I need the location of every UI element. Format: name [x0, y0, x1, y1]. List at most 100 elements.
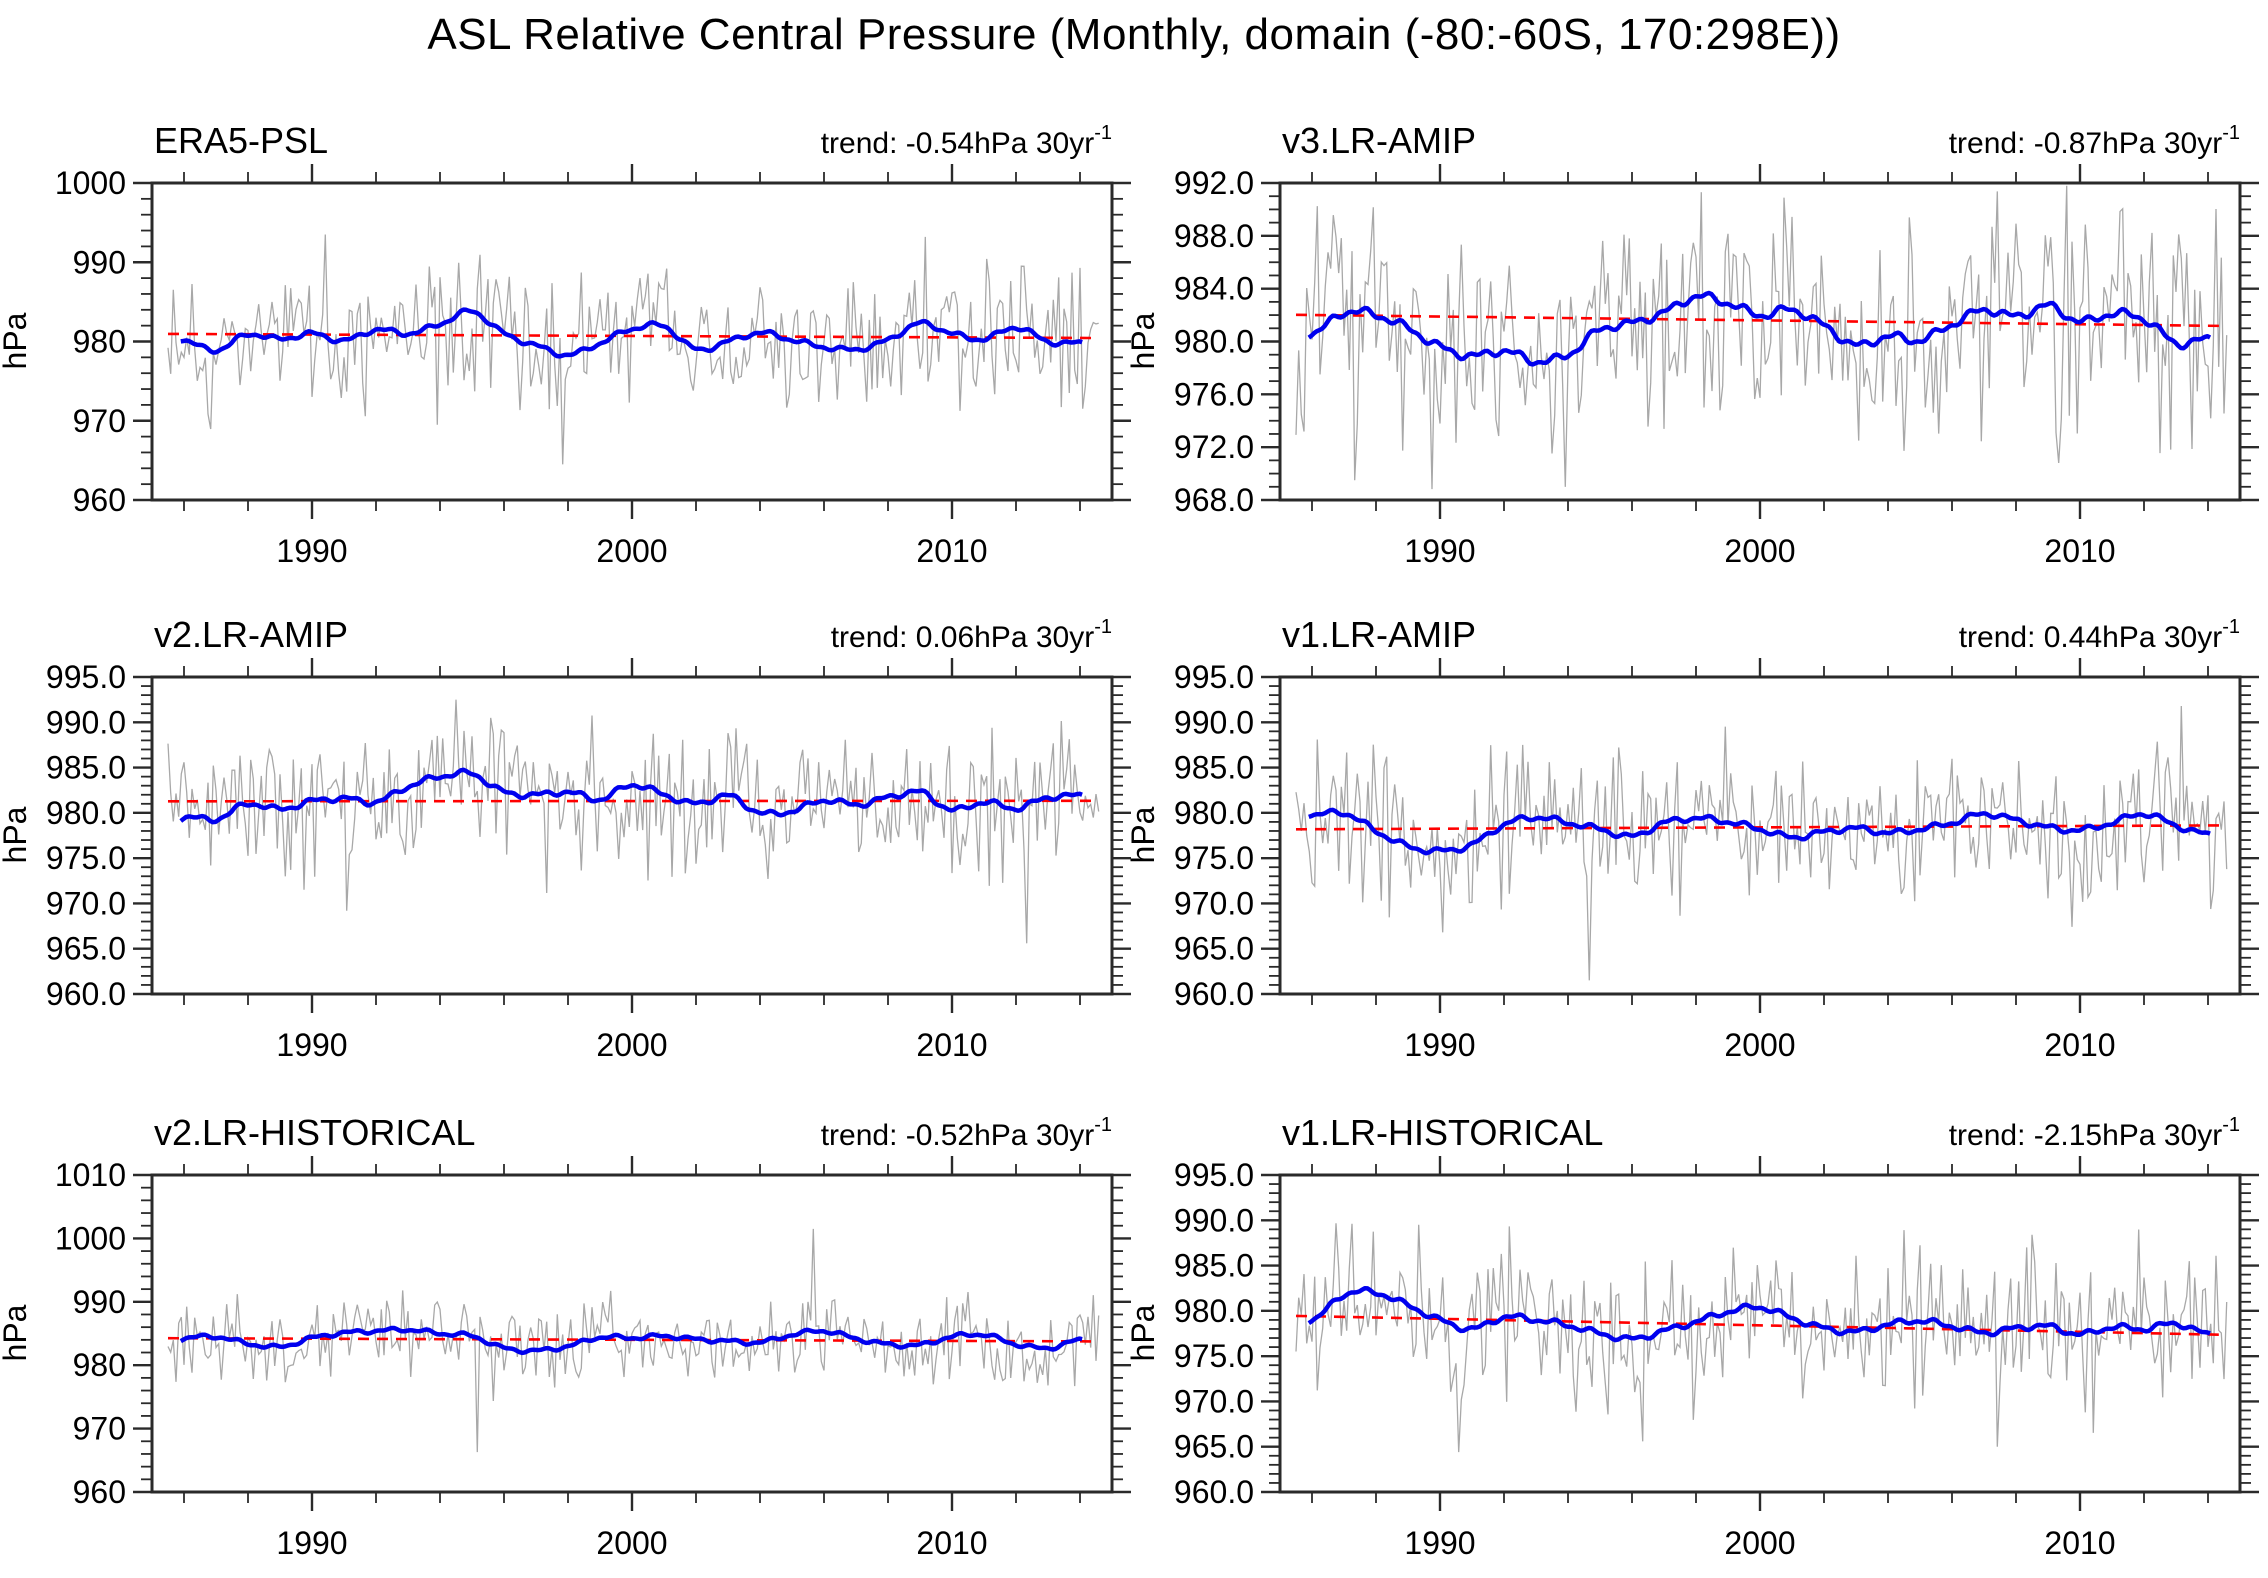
axes-and-series: 1990 2000 2010 960 970 980 990 1000 1010 — [55, 1156, 1131, 1561]
panel-v1-lr-amip-chart: 1990 2000 2010 960.0 965.0 970.0 975.0 980.0 985… — [1128, 614, 2259, 1063]
panel-v1-lr-historical: 1990 2000 2010 960.0 965.0 970.0 975.0 980.0 985… — [1128, 1095, 2268, 1578]
trend-annotation: trend: 0.06hPa 30yr-1 — [831, 616, 1112, 654]
trend-annotation: trend: 0.44hPa 30yr-1 — [1959, 616, 2240, 654]
axes-and-series: 1990 2000 2010 960 970 980 990 1000 — [55, 164, 1131, 569]
panel-v2-lr-historical-chart: 1990 2000 2010 960 970 980 990 1000 1010 v2.LR-H… — [0, 1112, 1131, 1561]
y-tick-label: 965.0 — [46, 931, 126, 967]
panel-title: v1.LR-AMIP — [1282, 614, 1476, 655]
monthly-series-line — [1295, 705, 2228, 981]
y-tick-label: 965.0 — [1174, 931, 1254, 967]
y-tick-label: 990.0 — [1174, 704, 1254, 740]
panel-v1-lr-historical-chart: 1990 2000 2010 960.0 965.0 970.0 975.0 980.0 985… — [1128, 1112, 2259, 1561]
monthly-series-line — [167, 699, 1100, 944]
y-axis-label: hPa — [1128, 1304, 1161, 1361]
y-tick-label: 985.0 — [46, 750, 126, 786]
panel-v3-lr-amip: 1990 2000 2010 968.0 972.0 976.0 980.0 984.0 988… — [1128, 103, 2268, 586]
x-tick-label: 2010 — [2044, 1027, 2115, 1063]
x-tick-label: 1990 — [276, 1525, 347, 1561]
panel-v1-lr-amip: 1990 2000 2010 960.0 965.0 970.0 975.0 980.0 985… — [1128, 597, 2268, 1080]
x-tick-label: 2000 — [596, 1525, 667, 1561]
trend-exponent: -1 — [1094, 1114, 1112, 1136]
smoothed-series-line — [180, 307, 1083, 359]
y-tick-label: 968.0 — [1174, 482, 1254, 518]
y-tick-label: 980 — [73, 1347, 126, 1383]
x-tick-label: 2010 — [916, 1525, 987, 1561]
y-tick-label: 988.0 — [1174, 218, 1254, 254]
panel-v2-lr-historical: 1990 2000 2010 960 970 980 990 1000 1010 v2.LR-H… — [0, 1095, 1140, 1578]
y-tick-label: 980.0 — [1174, 324, 1254, 360]
x-tick-label: 1990 — [1404, 1027, 1475, 1063]
trend-exponent: -1 — [2222, 1114, 2240, 1136]
x-tick-label: 1990 — [1404, 1525, 1475, 1561]
smoothed-series-line — [1308, 807, 2211, 856]
y-tick-label: 980.0 — [1174, 795, 1254, 831]
y-tick-label: 980 — [73, 324, 126, 360]
y-tick-label: 970.0 — [46, 885, 126, 921]
y-tick-label: 990.0 — [1174, 1202, 1254, 1238]
y-tick-label: 980.0 — [1174, 1293, 1254, 1329]
monthly-series-line — [167, 234, 1099, 465]
y-tick-label: 1000 — [55, 1220, 126, 1256]
y-tick-label: 970.0 — [1174, 885, 1254, 921]
x-tick-label: 1990 — [276, 1027, 347, 1063]
y-axis-label: hPa — [0, 312, 33, 369]
y-tick-label: 995.0 — [46, 659, 126, 695]
y-axis-label: hPa — [0, 806, 33, 863]
trend-exponent: -1 — [2222, 122, 2240, 144]
monthly-series-line — [1295, 1223, 2228, 1453]
y-tick-label: 1000 — [55, 165, 126, 201]
y-tick-label: 960.0 — [1174, 1474, 1254, 1510]
y-tick-label: 965.0 — [1174, 1429, 1254, 1465]
trend-text: trend: 0.06hPa 30yr — [831, 621, 1095, 654]
y-tick-label: 985.0 — [1174, 1248, 1254, 1284]
y-tick-label: 960 — [73, 482, 126, 518]
y-tick-label: 960 — [73, 1474, 126, 1510]
trend-text: trend: -0.87hPa 30yr — [1949, 127, 2223, 160]
y-tick-label: 960.0 — [46, 976, 126, 1012]
y-tick-label: 975.0 — [1174, 1338, 1254, 1374]
panel-era5-psl: 1990 2000 2010 960 970 980 990 1000 ERA5-PSL tr… — [0, 103, 1140, 586]
x-tick-label: 1990 — [1404, 533, 1475, 569]
trend-exponent: -1 — [1094, 122, 1112, 144]
x-tick-label: 2000 — [596, 1027, 667, 1063]
trend-annotation: trend: -0.52hPa 30yr-1 — [821, 1114, 1112, 1152]
y-tick-label: 975.0 — [1174, 840, 1254, 876]
axes-and-series: 1990 2000 2010 960.0 965.0 970.0 975.0 980.0 985… — [46, 658, 1131, 1063]
y-tick-label: 990.0 — [46, 704, 126, 740]
smoothed-series-line — [1307, 1286, 2211, 1343]
trend-annotation: trend: -2.15hPa 30yr-1 — [1949, 1114, 2240, 1152]
plot-frame — [150, 675, 1114, 996]
trend-text: trend: -0.54hPa 30yr — [821, 127, 1095, 160]
x-tick-label: 1990 — [276, 533, 347, 569]
axes-and-series: 1990 2000 2010 960.0 965.0 970.0 975.0 980.0 985… — [1174, 658, 2259, 1063]
trend-text: trend: 0.44hPa 30yr — [1959, 621, 2223, 654]
y-tick-label: 990 — [73, 1284, 126, 1320]
panel-title: v2.LR-AMIP — [154, 614, 348, 655]
trendline — [1295, 313, 2221, 328]
smoothed-series-line — [179, 767, 1083, 825]
y-tick-label: 975.0 — [46, 840, 126, 876]
x-tick-label: 2010 — [916, 533, 987, 569]
panel-title: ERA5-PSL — [154, 120, 328, 161]
y-tick-label: 995.0 — [1174, 1157, 1254, 1193]
smoothed-series-line — [179, 1325, 1083, 1356]
axes-and-series: 1990 2000 2010 968.0 972.0 976.0 980.0 984.0 988… — [1174, 164, 2259, 569]
y-tick-label: 984.0 — [1174, 271, 1254, 307]
panel-title: v3.LR-AMIP — [1282, 120, 1476, 161]
y-tick-label: 992.0 — [1174, 165, 1254, 201]
y-tick-label: 970 — [73, 1411, 126, 1447]
y-tick-label: 970.0 — [1174, 1383, 1254, 1419]
trend-exponent: -1 — [1094, 616, 1112, 638]
y-tick-label: 976.0 — [1174, 376, 1254, 412]
panel-era5-psl-chart: 1990 2000 2010 960 970 980 990 1000 ERA5-PSL tr… — [0, 120, 1131, 569]
figure-title: ASL Relative Central Pressure (Monthly, … — [427, 10, 1841, 59]
x-tick-label: 2000 — [1724, 533, 1795, 569]
y-axis-label: hPa — [1128, 806, 1161, 863]
y-axis-label: hPa — [1128, 312, 1161, 369]
panel-title: v2.LR-HISTORICAL — [154, 1112, 475, 1153]
trendline — [1295, 824, 2221, 831]
y-axis-label: hPa — [0, 1304, 33, 1361]
y-tick-label: 990 — [73, 244, 126, 280]
y-tick-label: 970 — [73, 403, 126, 439]
